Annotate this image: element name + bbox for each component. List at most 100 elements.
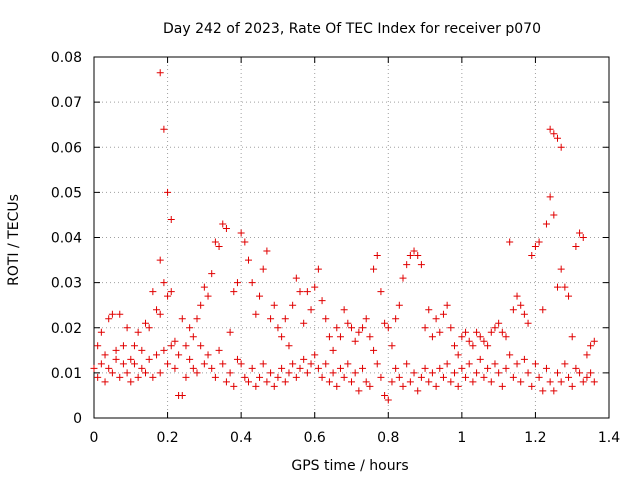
data-point — [108, 369, 116, 377]
data-point — [204, 351, 212, 359]
data-points — [90, 69, 598, 404]
data-point — [182, 373, 190, 381]
y-tick-label: 0.07 — [51, 95, 82, 111]
data-point — [233, 279, 241, 287]
data-point — [421, 324, 429, 332]
data-point — [509, 306, 517, 314]
data-point — [392, 315, 400, 323]
data-point — [550, 130, 558, 138]
data-point — [307, 306, 315, 314]
data-point — [557, 265, 565, 273]
data-point — [256, 292, 264, 300]
data-point — [336, 333, 344, 341]
data-point — [314, 364, 322, 372]
data-point — [193, 315, 201, 323]
data-point — [561, 283, 569, 291]
data-point — [186, 324, 194, 332]
data-point — [303, 288, 311, 296]
data-point — [476, 333, 484, 341]
data-point — [289, 301, 297, 309]
data-point — [197, 342, 205, 350]
data-point — [473, 369, 481, 377]
data-point — [193, 369, 201, 377]
x-tick-label: 0.2 — [156, 430, 178, 446]
data-point — [377, 373, 385, 381]
data-point — [359, 324, 367, 332]
data-point — [208, 270, 216, 278]
data-point — [259, 360, 267, 368]
data-point — [484, 364, 492, 372]
data-point — [322, 360, 330, 368]
data-point — [101, 378, 109, 386]
data-point — [138, 346, 146, 354]
data-point — [542, 364, 550, 372]
data-point — [531, 360, 539, 368]
data-point — [476, 355, 484, 363]
data-point — [178, 315, 186, 323]
data-point — [417, 373, 425, 381]
data-point — [469, 342, 477, 350]
data-point — [156, 369, 164, 377]
data-point — [395, 373, 403, 381]
data-point — [278, 364, 286, 372]
data-point — [513, 360, 521, 368]
data-point — [292, 274, 300, 282]
y-tick-label: 0.02 — [51, 321, 82, 337]
y-tick-label: 0.08 — [51, 50, 82, 66]
data-point — [528, 252, 536, 260]
data-point — [281, 378, 289, 386]
data-point — [171, 337, 179, 345]
data-point — [535, 238, 543, 246]
data-point — [200, 283, 208, 291]
data-point — [167, 288, 175, 296]
data-point — [469, 378, 477, 386]
data-point — [94, 373, 102, 381]
data-point — [270, 382, 278, 390]
data-point — [554, 134, 561, 142]
data-point — [127, 378, 135, 386]
data-point — [509, 373, 517, 381]
data-point — [252, 382, 260, 390]
data-point — [259, 265, 267, 273]
data-point — [219, 360, 227, 368]
data-point — [557, 378, 565, 386]
data-point — [153, 351, 161, 359]
data-point — [495, 319, 503, 327]
data-point — [550, 387, 558, 395]
data-point — [145, 324, 153, 332]
data-point — [554, 369, 561, 377]
data-point — [116, 310, 124, 318]
data-point — [498, 328, 506, 336]
y-tick-label: 0.03 — [51, 276, 82, 292]
data-point — [256, 373, 264, 381]
data-point — [252, 310, 260, 318]
data-point — [473, 328, 481, 336]
data-point — [164, 292, 172, 300]
data-point — [451, 369, 458, 377]
data-point — [112, 346, 120, 354]
y-axis-label: ROTI / TECUs — [6, 194, 22, 286]
data-point — [119, 360, 127, 368]
data-point — [153, 306, 161, 314]
data-point — [517, 301, 525, 309]
data-point — [171, 364, 179, 372]
data-point — [565, 292, 573, 300]
data-point — [451, 342, 458, 350]
x-tick-label: 1 — [457, 430, 466, 446]
data-point — [484, 342, 492, 350]
data-point — [211, 238, 219, 246]
data-point — [281, 315, 289, 323]
data-point — [105, 364, 113, 372]
data-point — [539, 387, 547, 395]
data-point — [406, 252, 414, 260]
data-point — [531, 243, 539, 251]
grid-lines — [94, 57, 609, 418]
data-point — [325, 333, 333, 341]
data-point — [539, 306, 547, 314]
data-point — [278, 333, 286, 341]
data-point — [414, 387, 422, 395]
data-point — [311, 283, 319, 291]
data-point — [208, 364, 216, 372]
data-point — [289, 360, 297, 368]
data-point — [329, 346, 337, 354]
